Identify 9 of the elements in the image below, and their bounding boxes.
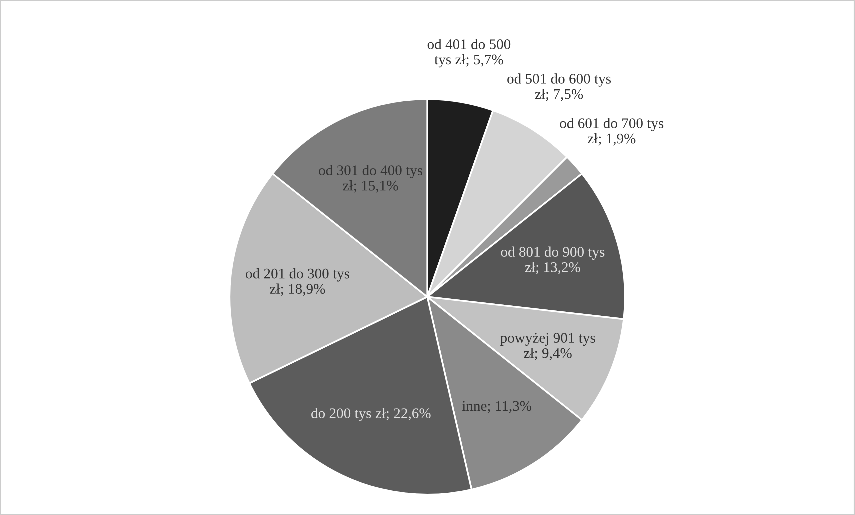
slice-label: od 201 do 300 tys zł; 18,9% — [246, 268, 350, 296]
slice-label: powyżej 901 tys zł; 9,4% — [500, 333, 596, 360]
slice-label: do 200 tys zł; 22,6% — [312, 408, 431, 422]
slice-label: inne; 11,3% — [462, 401, 532, 414]
slice-label: od 301 do 400 tys zł; 15,1% — [319, 165, 423, 193]
slice-label: od 401 do 500 tys zł; 5,7% — [428, 39, 511, 68]
slice-label: od 801 do 900 tys zł; 13,2% — [501, 246, 605, 274]
slice-label: od 501 do 600 tys zł; 7,5% — [508, 74, 612, 102]
slice-label: od 601 do 700 tys zł; 1,9% — [560, 118, 664, 146]
